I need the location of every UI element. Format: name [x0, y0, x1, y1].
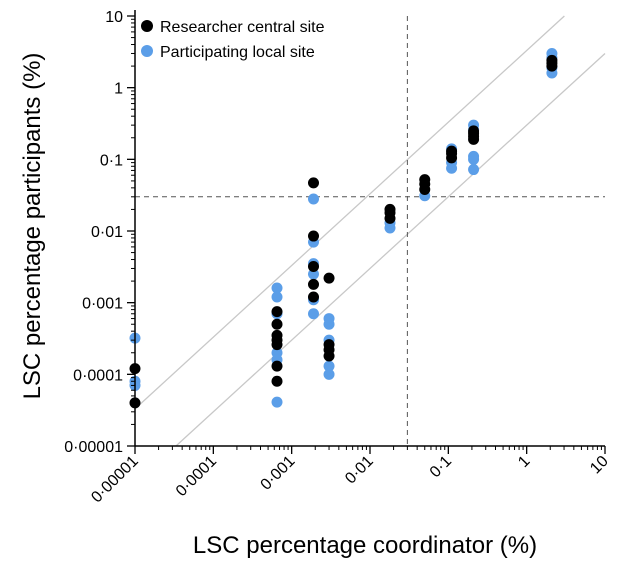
point-series0-30 [468, 133, 480, 145]
point-series0-11 [271, 360, 283, 372]
x-tick-label-0: 0·00001 [88, 453, 142, 507]
y-tick-label-0: 0·00001 [64, 439, 123, 456]
legend-marker-1 [141, 45, 153, 57]
point-series1-29 [468, 153, 480, 165]
x-tick-label-6: 10 [587, 453, 612, 478]
point-series1-4 [323, 318, 335, 330]
x-tick-label-2: 0·001 [258, 453, 299, 494]
point-series0-20 [384, 212, 396, 224]
y-tick-label-2: 0·001 [82, 296, 123, 313]
point-series0-16 [308, 278, 320, 290]
y-tick-label-1: 0·0001 [73, 367, 123, 384]
point-series1-30 [468, 164, 480, 176]
legend-label-1: Participating local site [160, 44, 315, 61]
point-series1-9 [271, 291, 283, 303]
diagonal-line-lower [175, 52, 606, 447]
point-series1-8 [271, 282, 283, 294]
point-series0-12 [271, 375, 283, 387]
x-axis-ticks: 0·00001 0·0001 0·001 0·01 0·1 1 10 [88, 446, 612, 506]
point-series0-7 [271, 318, 283, 330]
x-tick-label-5: 1 [515, 453, 533, 471]
point-series1-14 [308, 193, 320, 205]
y-tick-label-3: 0·01 [91, 224, 123, 241]
legend-label-0: Researcher central site [160, 19, 325, 36]
legend: Researcher central site Participating loc… [141, 19, 325, 61]
reference-lines [134, 15, 606, 447]
point-series0-2 [323, 272, 335, 284]
y-tick-label-6: 10 [105, 9, 123, 26]
y-axis-title: LSC percentage participants (%) [19, 53, 46, 400]
y-axis-ticks: 0·00001 0·0001 0·001 0·01 0·1 1 10 [64, 9, 135, 456]
point-series0-5 [323, 350, 335, 362]
legend-marker-0 [141, 20, 153, 32]
point-series1-7 [323, 368, 335, 380]
point-series1-25 [446, 162, 458, 174]
x-tick-label-3: 0·01 [342, 453, 377, 488]
axes [134, 10, 605, 447]
point-series1-17 [308, 268, 320, 280]
y-tick-label-4: 0·1 [100, 152, 123, 169]
data-points [129, 47, 558, 409]
x-tick-label-1: 0·0001 [173, 453, 220, 500]
point-series0-17 [308, 291, 320, 303]
point-series1-13 [271, 396, 283, 408]
y-tick-label-5: 1 [114, 81, 123, 98]
diagonal-line-upper [134, 15, 565, 410]
x-axis-title: LSC percentage coordinator (%) [193, 532, 537, 559]
point-series0-23 [419, 183, 431, 195]
point-series0-26 [446, 152, 458, 164]
point-series0-15 [308, 260, 320, 272]
point-series0-6 [271, 306, 283, 318]
point-series1-21 [384, 222, 396, 234]
point-series1-6 [323, 360, 335, 372]
x-tick-label-4: 0·1 [427, 453, 455, 481]
point-series0-13 [308, 177, 320, 189]
point-series0-10 [271, 339, 283, 351]
point-series1-19 [308, 308, 320, 320]
point-series0-14 [308, 230, 320, 242]
point-series0-33 [546, 60, 558, 72]
